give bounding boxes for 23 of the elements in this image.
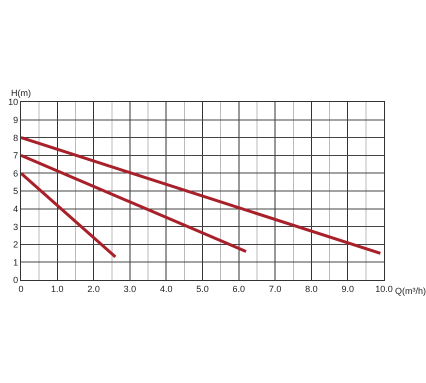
y-tick-label: 10: [8, 97, 18, 108]
y-tick-label: 5: [13, 186, 18, 196]
y-tick-label: 7: [13, 150, 18, 161]
x-tick-label: 8.0: [305, 284, 318, 294]
x-axis-title: Q(m³/h): [395, 286, 426, 296]
y-tick-label: 6: [13, 168, 18, 178]
y-tick-label: 4: [13, 204, 18, 214]
x-tick-label: 6.0: [232, 284, 246, 294]
y-tick-label: 0: [13, 275, 18, 286]
x-tick-label: 1.0: [51, 284, 64, 294]
x-tick-label: 10.0: [375, 284, 393, 294]
x-tick-label: 2.0: [87, 284, 100, 294]
y-axis-title: H(m): [11, 88, 31, 98]
y-tick-label: 1: [13, 257, 18, 268]
x-tick-label: 3.0: [124, 284, 136, 294]
y-tick-label: 2: [13, 240, 18, 250]
y-tick-label: 8: [13, 132, 18, 143]
x-tick-label: 5.0: [196, 284, 209, 294]
x-tick-label: 7.0: [268, 284, 282, 294]
y-tick-label: 3: [13, 222, 18, 232]
x-tick-label: 9.0: [341, 284, 354, 294]
x-tick-label: 4.0: [160, 284, 172, 294]
y-tick-label: 9: [13, 114, 18, 125]
